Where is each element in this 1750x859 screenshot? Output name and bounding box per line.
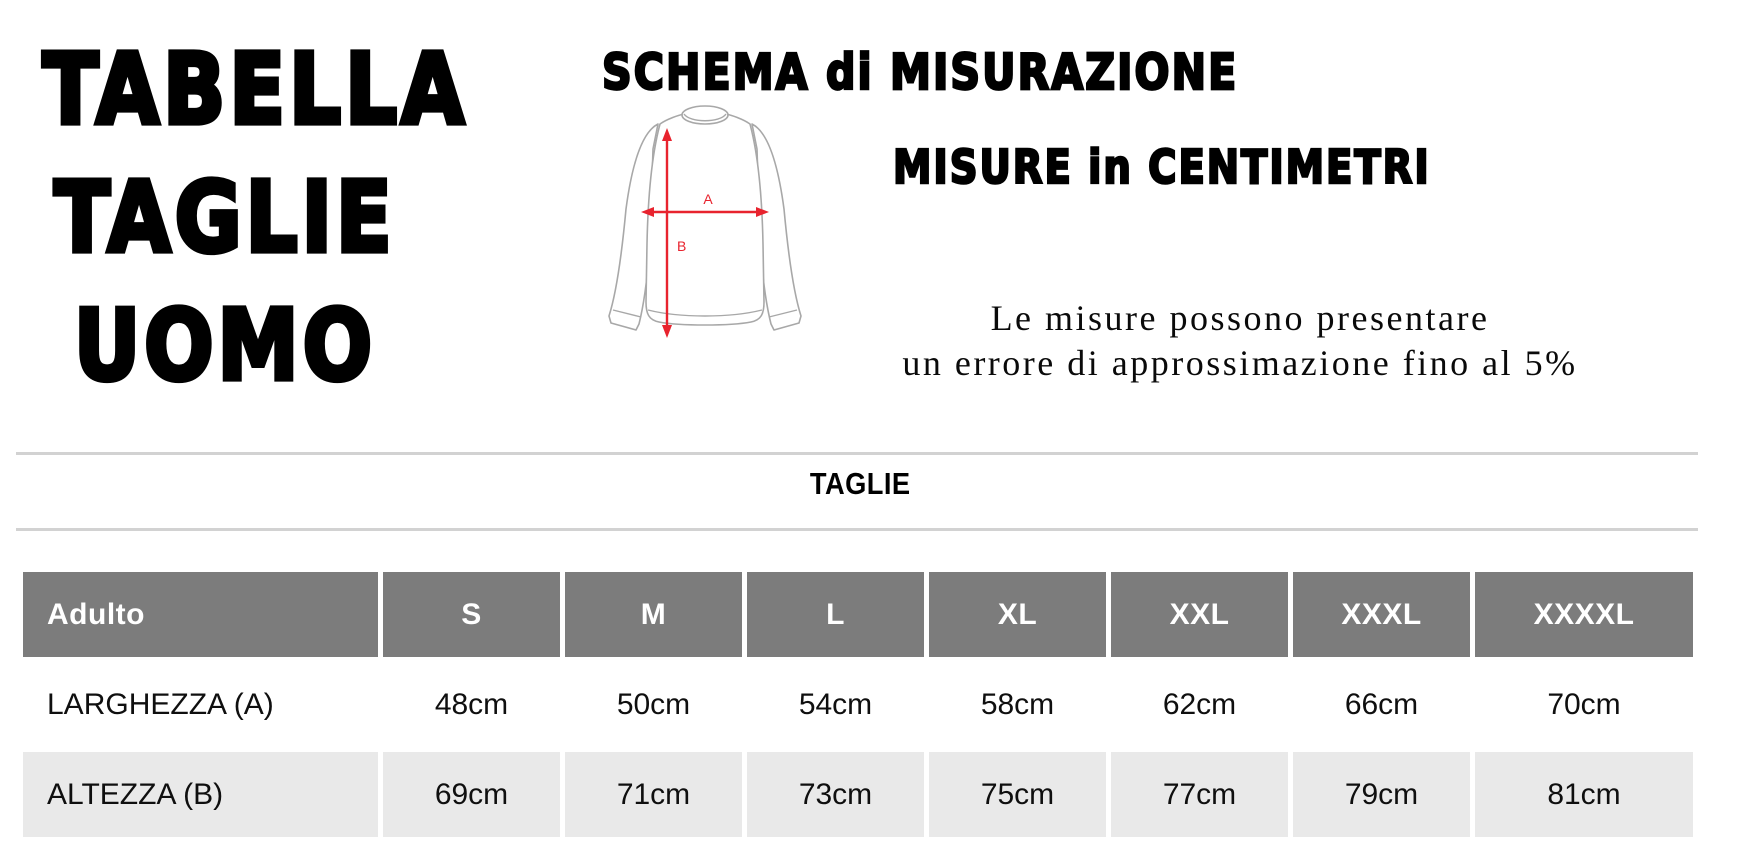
size-table-row-larghezza: LARGHEZZA (A) 48cm 50cm 54cm 58cm 62cm 6… [23,662,1693,747]
page-title-line-3: UOMO [72,286,377,404]
units-note: MISURE in CENTIMETRI [892,139,1431,196]
width-label: A [703,191,713,207]
larghezza-l: 54cm [747,662,924,747]
page-title: TABELLA TAGLIE UOMO [40,26,469,410]
altezza-xxl: 77cm [1111,752,1288,837]
altezza-m: 71cm [565,752,742,837]
header-cell-adulto: Adulto [23,572,378,657]
tolerance-disclaimer-line-1: Le misure possono presentare [990,298,1490,338]
larghezza-xxxxl: 70cm [1475,662,1693,747]
altezza-xxxxl: 81cm [1475,752,1693,837]
header-cell-s: S [383,572,560,657]
larghezza-xxxl: 66cm [1293,662,1470,747]
header-cell-xxxxl: XXXXL [1475,572,1693,657]
section-title: TAGLIE [809,466,911,501]
row-label-altezza: ALTEZZA (B) [23,752,378,837]
header-cell-xl: XL [929,572,1106,657]
size-table: Adulto S M L XL XXL XXXL XXXXL LARGHEZZA… [18,567,1698,842]
measurement-scheme-heading: SCHEMA di MISURAZIONE [601,43,1239,103]
divider-bottom [16,528,1698,531]
tolerance-disclaimer: Le misure possono presentare un errore d… [720,296,1750,386]
tolerance-disclaimer-line-2: un errore di approssimazione fino al 5% [902,343,1578,383]
width-arrow-left-head [641,207,654,217]
larghezza-s: 48cm [383,662,560,747]
width-arrow-right-head [756,207,769,217]
altezza-s: 69cm [383,752,560,837]
divider-top [16,452,1698,455]
header-cell-xxxl: XXXL [1293,572,1470,657]
larghezza-m: 50cm [565,662,742,747]
altezza-xl: 75cm [929,752,1106,837]
header-cell-xxl: XXL [1111,572,1288,657]
larghezza-xl: 58cm [929,662,1106,747]
altezza-l: 73cm [747,752,924,837]
shirt-body [645,113,765,326]
section-title-row: TAGLIE [0,466,1720,502]
larghezza-xxl: 62cm [1111,662,1288,747]
height-label: B [677,238,686,254]
size-table-row-altezza: ALTEZZA (B) 69cm 71cm 73cm 75cm 77cm 79c… [23,752,1693,837]
height-arrow-bottom-head [662,325,672,338]
size-table-header-row: Adulto S M L XL XXL XXXL XXXXL [23,572,1693,657]
shirt-diagram-icon: A B [608,105,802,338]
altezza-xxxl: 79cm [1293,752,1470,837]
page-title-line-2: TAGLIE [52,158,396,276]
row-label-larghezza: LARGHEZZA (A) [23,662,378,747]
page-title-line-1: TABELLA [40,30,469,148]
height-arrow-top-head [662,128,672,141]
header-cell-l: L [747,572,924,657]
header-cell-m: M [565,572,742,657]
